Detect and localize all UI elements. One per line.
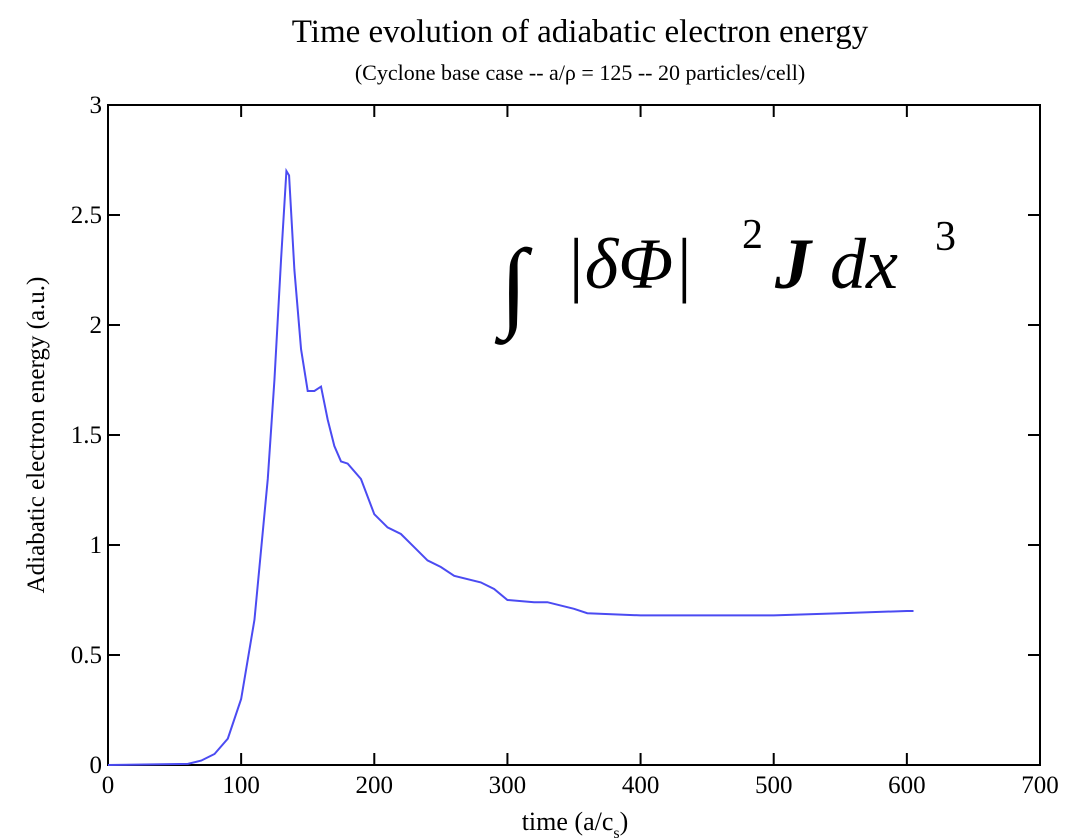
chart-subtitle: (Cyclone base case -- a/ρ = 125 -- 20 pa… — [355, 60, 805, 85]
x-label-main: time (a/c — [522, 807, 614, 836]
x-label-end: ) — [620, 807, 629, 836]
x-label-sub: s — [613, 825, 619, 838]
y-tick-label: 2 — [90, 312, 103, 339]
x-tick-label: 400 — [622, 772, 660, 799]
plot-frame — [107, 104, 1041, 766]
y-tick-label: 3 — [90, 92, 103, 119]
y-tick-label: 1 — [90, 532, 103, 559]
x-tick-label: 600 — [888, 772, 926, 799]
y-tick-label: 1.5 — [71, 422, 102, 449]
data-line — [107, 167, 914, 766]
y-tick-label: 0.5 — [71, 642, 102, 669]
chart-title: Time evolution of adiabatic electron ene… — [292, 14, 869, 50]
x-tick-label: 300 — [489, 772, 527, 799]
annotation-dx: dx — [830, 224, 898, 304]
annotation-power: 3 — [935, 214, 956, 260]
x-axis-label: time (a/cs) — [522, 807, 629, 838]
y-tick-label: 2.5 — [71, 202, 102, 229]
x-tick-label: 200 — [356, 772, 394, 799]
x-tick-label: 700 — [1021, 772, 1059, 799]
annotation-integral: ∫ — [494, 229, 533, 345]
annotation-power: 2 — [742, 212, 763, 258]
y-axis-label: Adiabatic electron energy (a.u.) — [23, 277, 50, 594]
annotation-body: |δΦ| — [565, 224, 693, 304]
annotation-j: J — [774, 224, 813, 304]
x-tick-label: 0 — [102, 772, 115, 799]
x-tick-label: 100 — [222, 772, 260, 799]
y-tick-label: 0 — [90, 752, 103, 779]
x-tick-label: 500 — [755, 772, 793, 799]
annotation: ∫ |δΦ| 2 J dx 3 — [494, 212, 956, 345]
